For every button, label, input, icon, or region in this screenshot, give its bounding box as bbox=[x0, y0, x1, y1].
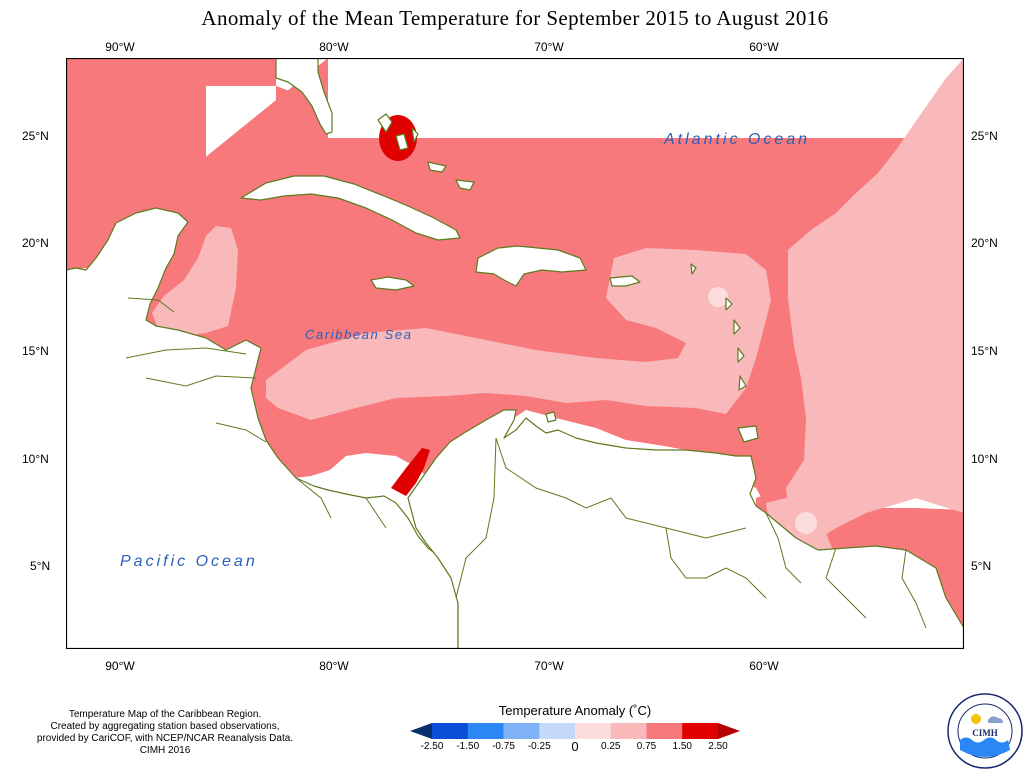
land-antilles-3 bbox=[733, 319, 741, 335]
lat-label-left-10n: 10°N bbox=[22, 452, 49, 466]
legend-swatch-7 bbox=[646, 723, 683, 739]
legend-swatch-4 bbox=[539, 723, 576, 739]
anomaly-spot-verylight-2 bbox=[795, 512, 817, 534]
land-central-america bbox=[66, 207, 459, 649]
land-bahamas-1 bbox=[377, 113, 393, 133]
legend-tick-label: -1.50 bbox=[456, 741, 480, 752]
legend-swatch-6 bbox=[610, 723, 647, 739]
anomaly-map bbox=[66, 58, 964, 649]
land-puerto-rico bbox=[609, 275, 641, 287]
legend-swatch-below-min bbox=[410, 723, 432, 739]
land-antilles-1 bbox=[690, 263, 697, 275]
land-florida bbox=[275, 58, 333, 135]
land-trinidad bbox=[737, 425, 759, 443]
anomaly-region-high-colombia bbox=[391, 448, 430, 496]
lon-label-top-90w: 90°W bbox=[105, 40, 135, 54]
legend-tick-label: 2.50 bbox=[708, 741, 728, 752]
color-legend bbox=[410, 723, 740, 739]
label-pacific-ocean: Pacific Ocean bbox=[120, 553, 258, 570]
lat-label-right-20n: 20°N bbox=[971, 236, 998, 250]
land-aruba bbox=[545, 411, 557, 423]
cimh-logo-icon bbox=[947, 693, 1023, 769]
credit-line-1: Temperature Map of the Caribbean Region. bbox=[68, 709, 262, 720]
legend-swatch-above-max bbox=[718, 723, 740, 739]
legend-swatch-2 bbox=[467, 723, 504, 739]
land-bahamas-4 bbox=[427, 161, 447, 173]
land-antilles-5 bbox=[738, 375, 747, 391]
country-borders bbox=[125, 297, 927, 629]
map-credits: Temperature Map of the Caribbean Region.… bbox=[30, 709, 300, 757]
land-bahamas-2 bbox=[395, 133, 409, 151]
lon-label-bottom-70w: 70°W bbox=[534, 659, 564, 673]
land-bahamas-5 bbox=[455, 179, 475, 191]
anomaly-region-light-east bbox=[786, 58, 964, 546]
legend-tick-label: -0.75 bbox=[492, 741, 515, 752]
lat-label-right-15n: 15°N bbox=[971, 344, 998, 358]
map-frame-border bbox=[66, 58, 964, 649]
label-caribbean-sea: Caribbean Sea bbox=[305, 327, 413, 342]
legend-swatch-8 bbox=[682, 723, 719, 739]
lon-label-bottom-90w: 90°W bbox=[105, 659, 135, 673]
land-bahamas-3 bbox=[411, 127, 419, 143]
map-title: Anomaly of the Mean Temperature for Sept… bbox=[201, 6, 829, 30]
legend-swatch-3 bbox=[503, 723, 540, 739]
legend-tick-label: -2.50 bbox=[420, 741, 444, 752]
anomaly-spot-verylight-1 bbox=[708, 287, 728, 307]
credit-line-2: Created by aggregating station based obs… bbox=[50, 721, 280, 732]
lon-label-top-70w: 70°W bbox=[534, 40, 564, 54]
lat-label-left-20n: 20°N bbox=[22, 236, 49, 250]
lat-label-right-10n: 10°N bbox=[971, 452, 998, 466]
legend-tick-label: 0.25 bbox=[601, 741, 621, 752]
cimh-logo-name: CIMH bbox=[972, 728, 998, 738]
lon-label-bottom-80w: 80°W bbox=[319, 659, 349, 673]
land-antilles-4 bbox=[737, 347, 745, 363]
land-jamaica bbox=[370, 276, 415, 291]
legend-swatch-1 bbox=[432, 723, 469, 739]
anomaly-region-light-honduras bbox=[152, 226, 238, 336]
legend-tick-label: 0 bbox=[571, 739, 579, 754]
legend-title: Temperature Anomaly (˚C) bbox=[498, 703, 652, 718]
anomaly-region-light-caribbean bbox=[266, 248, 771, 420]
land-hispaniola bbox=[475, 245, 587, 287]
legend-tick-label: -0.25 bbox=[527, 741, 551, 752]
lon-label-top-60w: 60°W bbox=[749, 40, 779, 54]
lat-label-left-5n: 5°N bbox=[30, 559, 51, 573]
lon-label-top-80w: 80°W bbox=[319, 40, 349, 54]
label-atlantic-ocean: Atlantic Ocean bbox=[664, 131, 811, 148]
land-cuba bbox=[240, 175, 461, 241]
lon-label-bottom-60w: 60°W bbox=[749, 659, 779, 673]
legend-swatch-5 bbox=[575, 723, 612, 739]
lat-label-right-25n: 25°N bbox=[971, 129, 998, 143]
lat-label-left-25n: 25°N bbox=[22, 129, 49, 143]
legend-tick-label: 1.50 bbox=[672, 741, 692, 752]
land-south-america bbox=[407, 409, 964, 649]
land-antilles-2 bbox=[725, 297, 733, 311]
credit-line-4: CIMH 2016 bbox=[139, 745, 191, 756]
lat-label-left-15n: 15°N bbox=[22, 344, 49, 358]
lat-label-right-5n: 5°N bbox=[971, 559, 992, 573]
credit-line-3: provided by CariCOF, with NCEP/NCAR Rean… bbox=[36, 733, 294, 744]
legend-tick-label: 0.75 bbox=[636, 741, 657, 752]
